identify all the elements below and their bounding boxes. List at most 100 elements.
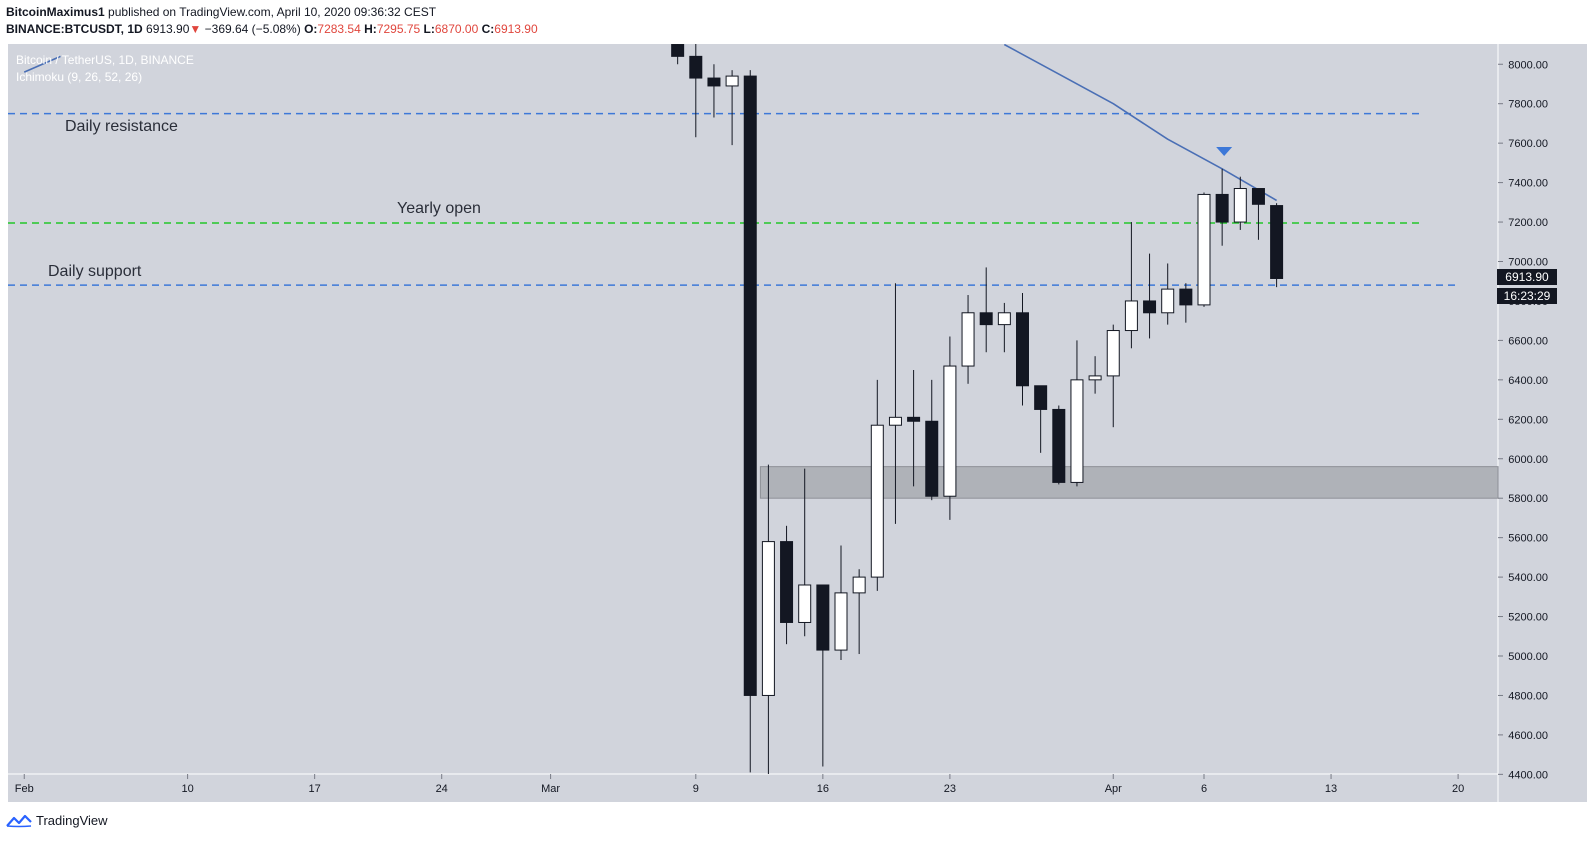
candle-body	[1016, 312, 1029, 387]
open-label: O:	[304, 22, 318, 36]
candle-body	[1088, 375, 1102, 381]
candle[interactable]	[816, 584, 830, 767]
price-axis[interactable]	[1498, 44, 1587, 802]
candle-body	[1215, 193, 1229, 223]
candle[interactable]	[1052, 405, 1066, 485]
candle[interactable]	[671, 29, 685, 65]
candle[interactable]	[925, 379, 939, 501]
publish-line: BitcoinMaximus1 published on TradingView…	[6, 5, 436, 19]
candle[interactable]	[1016, 293, 1029, 406]
x-tick-label: 20	[1452, 783, 1464, 795]
candle-body	[1106, 330, 1120, 377]
close-value: 6913.90	[494, 22, 538, 36]
y-tick-label: 4600.00	[1508, 730, 1548, 742]
chart-legend-title: Bitcoin / TetherUS, 1D, BINANCE	[16, 53, 194, 67]
footer-brand[interactable]: TradingView	[6, 813, 108, 828]
x-tick-label: Mar	[541, 783, 560, 795]
candle[interactable]	[1124, 222, 1138, 349]
candle-body	[1270, 205, 1284, 279]
candle-body	[1070, 379, 1084, 483]
ichimoku-line-left	[23, 55, 61, 73]
candle[interactable]	[1251, 188, 1265, 240]
candle[interactable]	[1215, 168, 1229, 246]
candle[interactable]	[1143, 253, 1157, 339]
close-label: C:	[481, 22, 495, 36]
candle[interactable]	[852, 569, 866, 655]
candle-body	[1161, 288, 1175, 314]
candle-body	[780, 541, 794, 623]
y-tick-label: 5000.00	[1508, 651, 1548, 663]
y-tick-label: 7000.00	[1508, 257, 1548, 269]
x-tick-label: Feb	[15, 783, 34, 795]
candle[interactable]	[1106, 324, 1120, 428]
candle-body	[852, 576, 866, 594]
candle[interactable]	[1270, 203, 1284, 288]
y-tick-label: 5200.00	[1508, 612, 1548, 624]
candle[interactable]	[1233, 176, 1247, 230]
indicator-legend: Ichimoku (9, 26, 52, 26)	[16, 70, 142, 84]
candle-body	[725, 75, 739, 87]
last-price-badge-text: 6913.90	[1505, 270, 1549, 284]
candle[interactable]	[961, 295, 975, 384]
candle[interactable]	[780, 525, 794, 645]
candle-body	[1052, 408, 1066, 483]
candle[interactable]	[743, 70, 757, 773]
y-tick-label: 7800.00	[1508, 99, 1548, 111]
countdown-badge	[1497, 288, 1557, 304]
symbol-label: BINANCE:BTCUSDT, 1D	[6, 22, 143, 36]
price-change: −369.64 (−5.08%)	[204, 22, 301, 36]
candle[interactable]	[1034, 385, 1048, 453]
candle[interactable]	[834, 545, 848, 660]
candle-body	[997, 312, 1011, 326]
candle[interactable]	[907, 369, 921, 487]
candle[interactable]	[1088, 356, 1102, 394]
x-tick-label: 16	[817, 783, 829, 795]
candle-body	[1251, 188, 1265, 205]
down-arrow-icon: ▼	[189, 22, 202, 36]
candle[interactable]	[979, 267, 993, 353]
candle-body	[1197, 193, 1211, 306]
candle[interactable]	[870, 379, 884, 591]
candle[interactable]	[888, 283, 902, 524]
candle[interactable]	[707, 64, 721, 118]
candle-body	[1124, 300, 1138, 332]
candle-body	[834, 592, 848, 651]
candle[interactable]	[761, 464, 775, 775]
candle-body	[761, 541, 775, 696]
candle[interactable]	[943, 336, 957, 520]
low-label: L:	[423, 22, 435, 36]
footer-brand-label: TradingView	[36, 813, 108, 828]
x-tick-label: 17	[309, 783, 321, 795]
candle[interactable]	[689, 29, 703, 138]
candle-body	[1143, 300, 1157, 314]
candle-body	[888, 416, 902, 426]
x-tick-label: Apr	[1105, 783, 1122, 795]
time-axis[interactable]	[8, 774, 1498, 802]
x-tick-label: 24	[436, 783, 448, 795]
x-tick-label: 6	[1201, 783, 1207, 795]
line-label: Daily resistance	[65, 118, 178, 135]
candle[interactable]	[798, 468, 812, 637]
candle[interactable]	[997, 302, 1011, 353]
last-price-badge	[1497, 269, 1557, 285]
y-tick-label: 6200.00	[1508, 414, 1548, 426]
y-tick-label: 5600.00	[1508, 533, 1548, 545]
candle[interactable]	[1161, 263, 1175, 325]
tradingview-logo-icon	[6, 814, 32, 827]
candle[interactable]	[1197, 192, 1211, 307]
author-name[interactable]: BitcoinMaximus1	[6, 5, 105, 19]
candle-body	[907, 416, 921, 422]
candle[interactable]	[1070, 340, 1084, 487]
line-label: Yearly open	[397, 200, 481, 217]
candle-body	[961, 312, 975, 367]
y-tick-label: 6000.00	[1508, 454, 1548, 466]
x-tick-label: 10	[181, 783, 193, 795]
y-tick-label: 7400.00	[1508, 178, 1548, 190]
x-tick-label: 9	[693, 783, 699, 795]
published-text: published on TradingView.com, April 10, …	[108, 5, 437, 19]
candle[interactable]	[1179, 283, 1193, 323]
candle-body	[743, 75, 757, 696]
ichimoku-line	[1003, 44, 1278, 202]
candle[interactable]	[725, 70, 739, 146]
